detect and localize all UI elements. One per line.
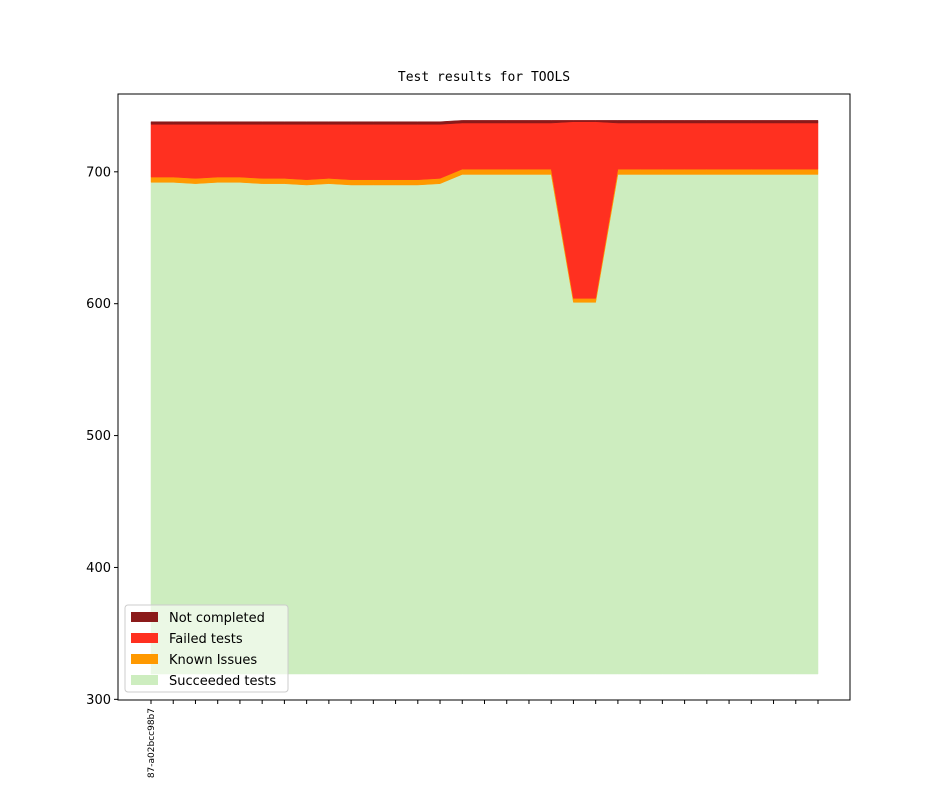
- y-tick-label: 700: [86, 165, 111, 180]
- y-tick-label: 400: [86, 561, 111, 576]
- legend-swatch: [131, 633, 158, 643]
- y-tick-label: 500: [86, 429, 111, 444]
- legend-label: Succeeded tests: [169, 674, 276, 689]
- legend-label: Not completed: [169, 611, 265, 626]
- legend-swatch: [131, 612, 158, 622]
- y-tick-label: 300: [86, 693, 111, 708]
- legend-swatch: [131, 654, 158, 664]
- legend-label: Failed tests: [169, 632, 243, 647]
- legend-swatch: [131, 675, 158, 685]
- area: [150, 174, 819, 675]
- y-tick-label: 600: [86, 297, 111, 312]
- chart-title: Test results for TOOLS: [398, 70, 570, 85]
- legend-label: Known Issues: [169, 653, 257, 668]
- x-tick-label: 87-a02bcc98b7: [147, 708, 157, 778]
- area: [150, 120, 819, 125]
- legend-box: [124, 604, 289, 693]
